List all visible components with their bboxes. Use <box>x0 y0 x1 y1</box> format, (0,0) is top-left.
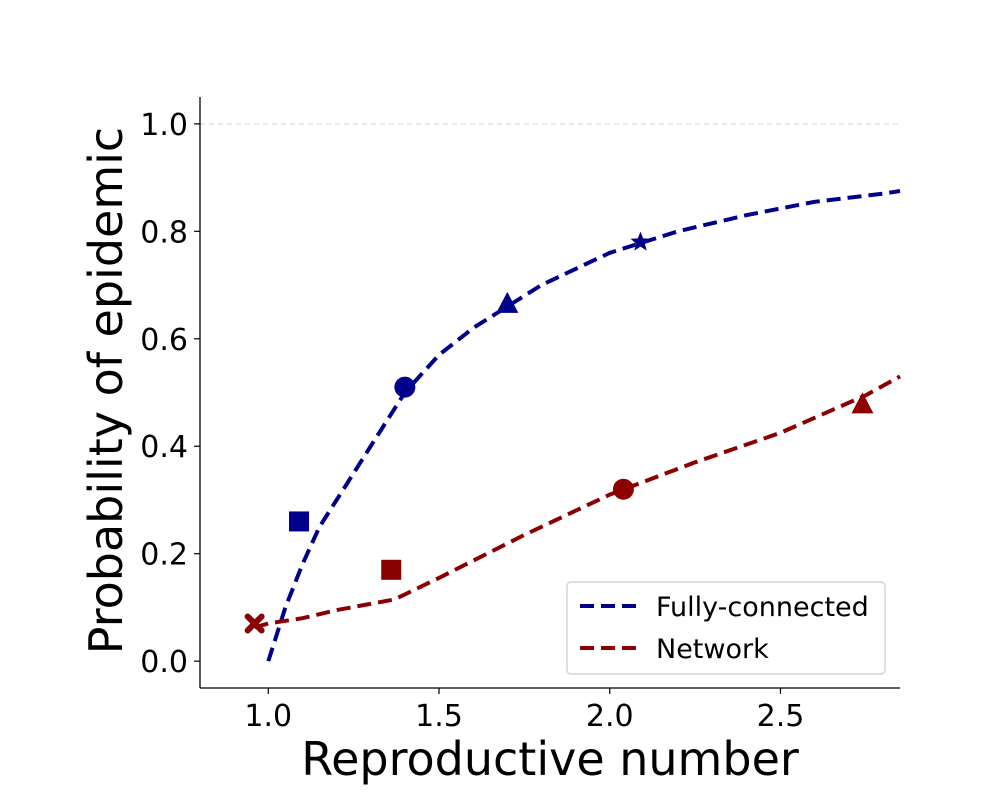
marker-network-x <box>244 613 265 634</box>
y-tick-label: 0.0 <box>140 645 188 680</box>
series-line-network <box>254 374 901 630</box>
y-tick-label: 0.4 <box>140 430 188 465</box>
marker-network-x-stroke-b <box>244 613 265 634</box>
series-layer <box>254 189 901 662</box>
x-axis-title: Reproductive number <box>301 732 799 786</box>
x-tick-label: 1.5 <box>415 699 463 734</box>
series-line-fully-connected <box>266 189 901 662</box>
marker-network-triangle <box>851 392 874 414</box>
marker-network-circle <box>612 478 634 500</box>
marker-fully-connected-circle <box>394 376 416 398</box>
x-tick-label: 2.5 <box>757 699 805 734</box>
x-ticks: 1.0 1.5 2.0 2.5 <box>244 688 804 734</box>
y-tick-label: 0.2 <box>140 538 188 573</box>
marker-fully-connected-triangle <box>496 291 519 313</box>
marker-fully-connected-star <box>630 231 651 251</box>
x-tick-label: 2.0 <box>586 699 634 734</box>
marker-network-square <box>381 559 402 580</box>
x-tick-label: 1.0 <box>244 699 292 734</box>
legend-label-fully-connected: Fully-connected <box>656 592 869 623</box>
axes <box>199 97 900 689</box>
y-tick-label: 0.8 <box>140 215 188 250</box>
y-ticks: 0.0 0.2 0.4 0.6 0.8 1.0 <box>140 108 200 680</box>
y-tick-label: 0.6 <box>140 323 188 358</box>
marker-fully-connected-square <box>289 511 310 532</box>
legend-label-network: Network <box>656 634 769 665</box>
legend: Fully-connected Network <box>566 581 886 675</box>
y-tick-label: 1.0 <box>140 108 188 143</box>
marker-layer <box>244 231 874 634</box>
y-axis-title: Probability of epidemic <box>79 127 133 654</box>
legend-box <box>566 581 886 675</box>
